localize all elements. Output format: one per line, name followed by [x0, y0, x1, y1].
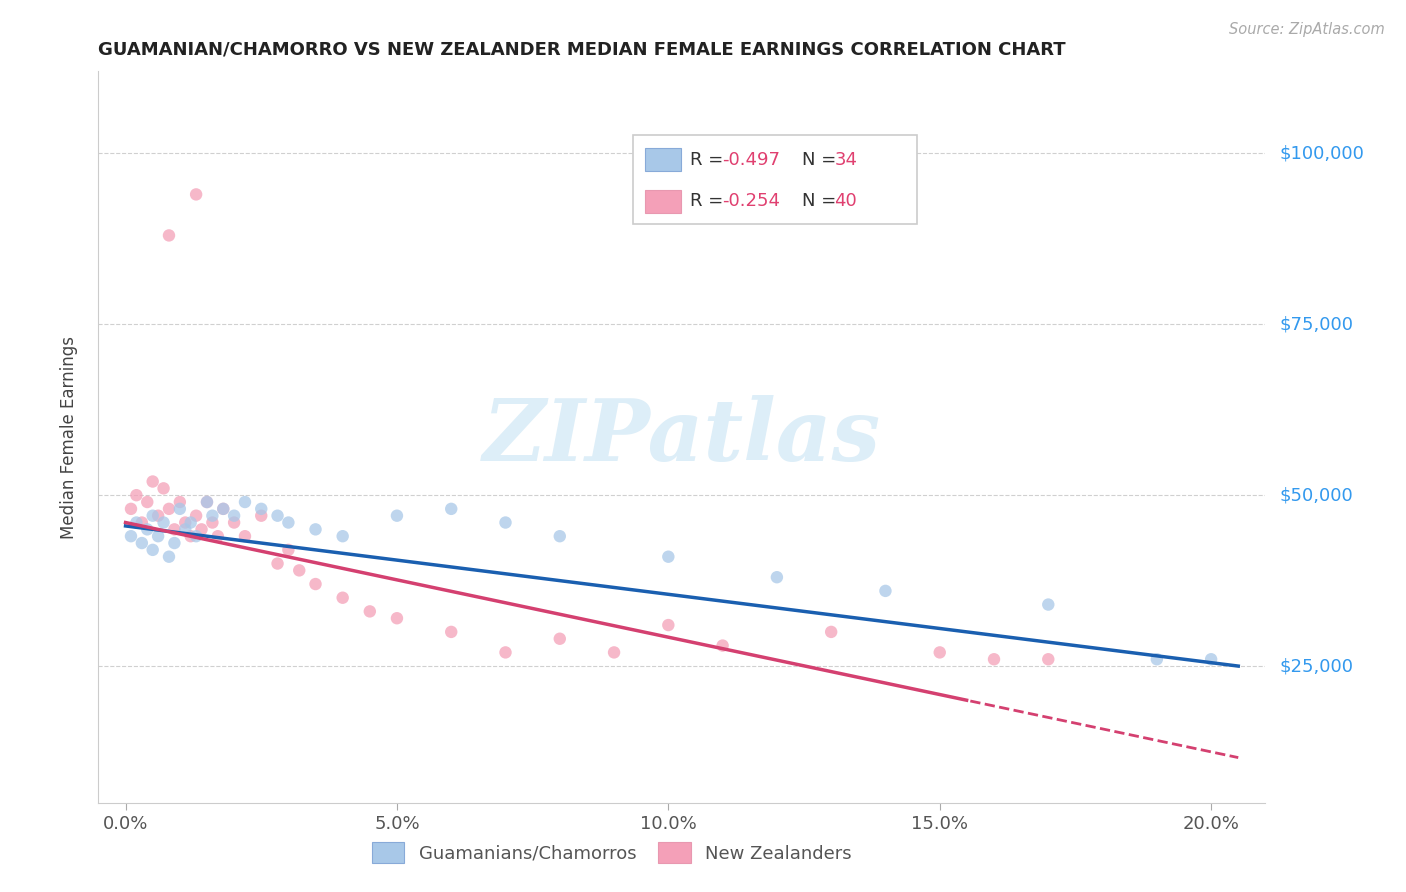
- Point: [180, 529, 202, 543]
- Point: [169, 501, 191, 516]
- Point: [120, 529, 142, 543]
- Point: [250, 501, 273, 516]
- Point: [495, 516, 517, 530]
- Point: [603, 645, 626, 659]
- Point: [157, 549, 180, 564]
- Point: [125, 488, 148, 502]
- Point: [820, 624, 842, 639]
- Point: [233, 529, 256, 543]
- Point: [1146, 652, 1168, 666]
- Point: [304, 577, 326, 591]
- Point: [266, 508, 288, 523]
- Point: [157, 501, 180, 516]
- Point: [711, 639, 734, 653]
- Point: [224, 516, 246, 530]
- Text: R =: R =: [690, 151, 728, 169]
- Point: [928, 645, 950, 659]
- Point: [157, 228, 180, 243]
- Point: [201, 516, 224, 530]
- Point: [385, 508, 408, 523]
- Text: 34: 34: [835, 151, 858, 169]
- Point: [766, 570, 789, 584]
- Point: [440, 624, 463, 639]
- Point: [657, 618, 679, 632]
- Point: [146, 529, 169, 543]
- Point: [288, 563, 311, 577]
- Text: 40: 40: [835, 193, 858, 211]
- Point: [385, 611, 408, 625]
- Text: $75,000: $75,000: [1279, 315, 1354, 334]
- Text: GUAMANIAN/CHAMORRO VS NEW ZEALANDER MEDIAN FEMALE EARNINGS CORRELATION CHART: GUAMANIAN/CHAMORRO VS NEW ZEALANDER MEDI…: [98, 41, 1066, 59]
- Point: [136, 495, 159, 509]
- Point: [120, 501, 142, 516]
- Point: [332, 591, 354, 605]
- Text: N =: N =: [801, 193, 842, 211]
- Point: [212, 501, 235, 516]
- Y-axis label: Median Female Earnings: Median Female Earnings: [59, 335, 77, 539]
- Point: [266, 557, 288, 571]
- Point: [548, 529, 571, 543]
- Point: [131, 536, 153, 550]
- Point: [174, 516, 197, 530]
- Point: [163, 536, 186, 550]
- Point: [875, 583, 897, 598]
- Point: [983, 652, 1005, 666]
- Text: $25,000: $25,000: [1279, 657, 1354, 675]
- Point: [277, 542, 299, 557]
- Point: [207, 529, 229, 543]
- Point: [174, 522, 197, 536]
- Point: [304, 522, 326, 536]
- Point: [142, 508, 165, 523]
- Point: [359, 604, 381, 618]
- Text: -0.497: -0.497: [723, 151, 780, 169]
- Point: [495, 645, 517, 659]
- Text: -0.254: -0.254: [723, 193, 780, 211]
- Point: [152, 516, 174, 530]
- Point: [1038, 652, 1060, 666]
- Point: [190, 522, 212, 536]
- Legend: Guamanians/Chamorros, New Zealanders: Guamanians/Chamorros, New Zealanders: [364, 835, 859, 871]
- Point: [1199, 652, 1222, 666]
- Point: [184, 508, 207, 523]
- Point: [212, 501, 235, 516]
- Point: [233, 495, 256, 509]
- Point: [184, 187, 207, 202]
- Point: [195, 495, 218, 509]
- Point: [1038, 598, 1060, 612]
- Point: [224, 508, 246, 523]
- Point: [440, 501, 463, 516]
- Point: [142, 475, 165, 489]
- Point: [250, 508, 273, 523]
- Point: [180, 516, 202, 530]
- Point: [131, 516, 153, 530]
- Point: [277, 516, 299, 530]
- Point: [184, 529, 207, 543]
- Text: R =: R =: [690, 193, 728, 211]
- Text: ZIPatlas: ZIPatlas: [482, 395, 882, 479]
- Point: [169, 495, 191, 509]
- Point: [136, 522, 159, 536]
- Text: $50,000: $50,000: [1279, 486, 1353, 504]
- Text: Source: ZipAtlas.com: Source: ZipAtlas.com: [1229, 22, 1385, 37]
- Point: [201, 508, 224, 523]
- Point: [146, 508, 169, 523]
- Point: [163, 522, 186, 536]
- Point: [152, 481, 174, 495]
- Point: [657, 549, 679, 564]
- Point: [125, 516, 148, 530]
- Point: [195, 495, 218, 509]
- Text: $100,000: $100,000: [1279, 145, 1364, 162]
- Point: [142, 542, 165, 557]
- Text: N =: N =: [801, 151, 842, 169]
- Point: [548, 632, 571, 646]
- Point: [332, 529, 354, 543]
